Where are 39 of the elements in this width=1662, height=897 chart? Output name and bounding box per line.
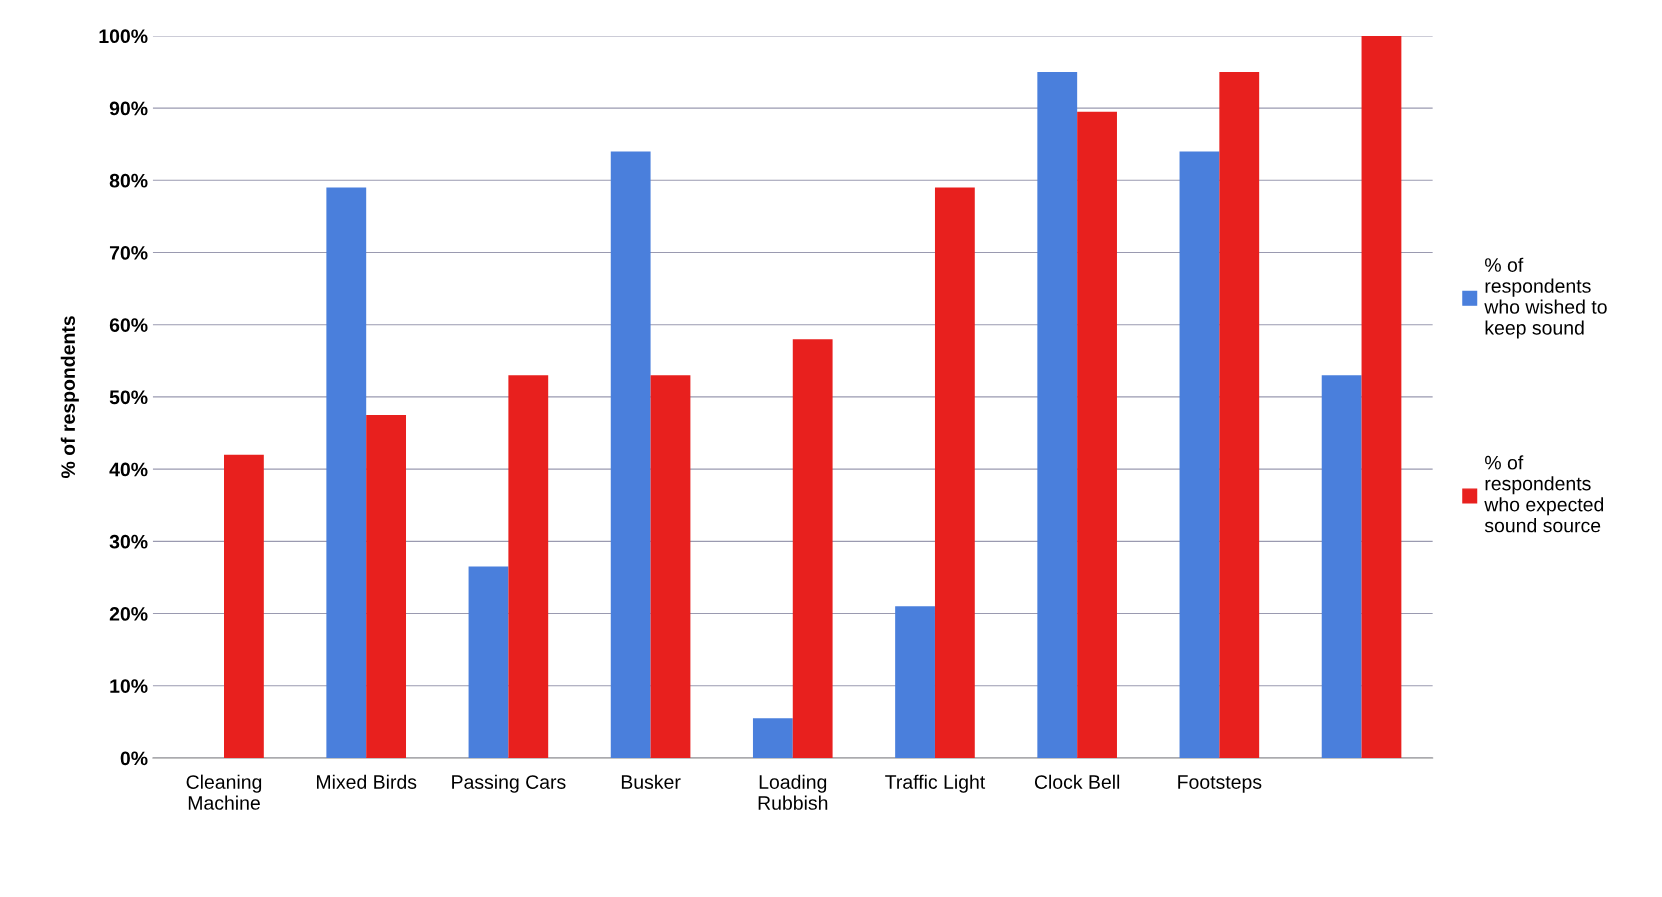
bar <box>752 718 793 758</box>
y-tick-label: 70% <box>109 245 148 260</box>
y-tick-label: 20% <box>109 607 148 621</box>
legend-label: % of respondents who expected sound source <box>1484 455 1604 533</box>
x-tick-label: Busker <box>621 774 681 789</box>
bar <box>934 187 975 758</box>
legend-label: % of respondents who wished to keep sound <box>1484 257 1607 339</box>
bar <box>895 606 935 758</box>
bar <box>1321 375 1362 758</box>
y-tick-label: 10% <box>110 679 148 693</box>
y-tick-label: 50% <box>109 390 148 405</box>
bar <box>1361 35 1402 758</box>
y-tick-label: 30% <box>109 534 148 549</box>
y-tick-label: 100% <box>99 29 148 44</box>
bar <box>1179 151 1220 758</box>
bar <box>366 414 407 758</box>
bar <box>468 566 509 758</box>
y-tick-label: 0% <box>120 751 148 766</box>
x-tick-label: Footsteps <box>1178 775 1262 793</box>
bar <box>1077 111 1117 758</box>
y-tick-label: 40% <box>109 462 148 477</box>
y-tick-label: 60% <box>109 318 148 332</box>
bar <box>1037 71 1078 758</box>
x-tick-label: Passing Cars <box>452 774 566 793</box>
x-tick-label: Traffic Light <box>885 774 986 793</box>
bar <box>508 375 549 758</box>
bar <box>610 151 651 758</box>
x-tick-label: Clock Bell <box>1034 774 1120 789</box>
y-tick-label: 80% <box>109 173 148 188</box>
x-tick-label: Loading Rubbish <box>758 774 828 810</box>
y-tick-label: 90% <box>109 101 148 116</box>
x-tick-label: Cleaning Machine <box>186 774 262 810</box>
bar <box>792 339 833 758</box>
y-axis-title: % of respondents <box>60 316 79 478</box>
bar <box>650 375 691 758</box>
bar <box>224 454 264 758</box>
bar <box>1219 71 1260 758</box>
x-tick-label: Mixed Birds <box>317 774 417 789</box>
bar <box>326 187 367 758</box>
